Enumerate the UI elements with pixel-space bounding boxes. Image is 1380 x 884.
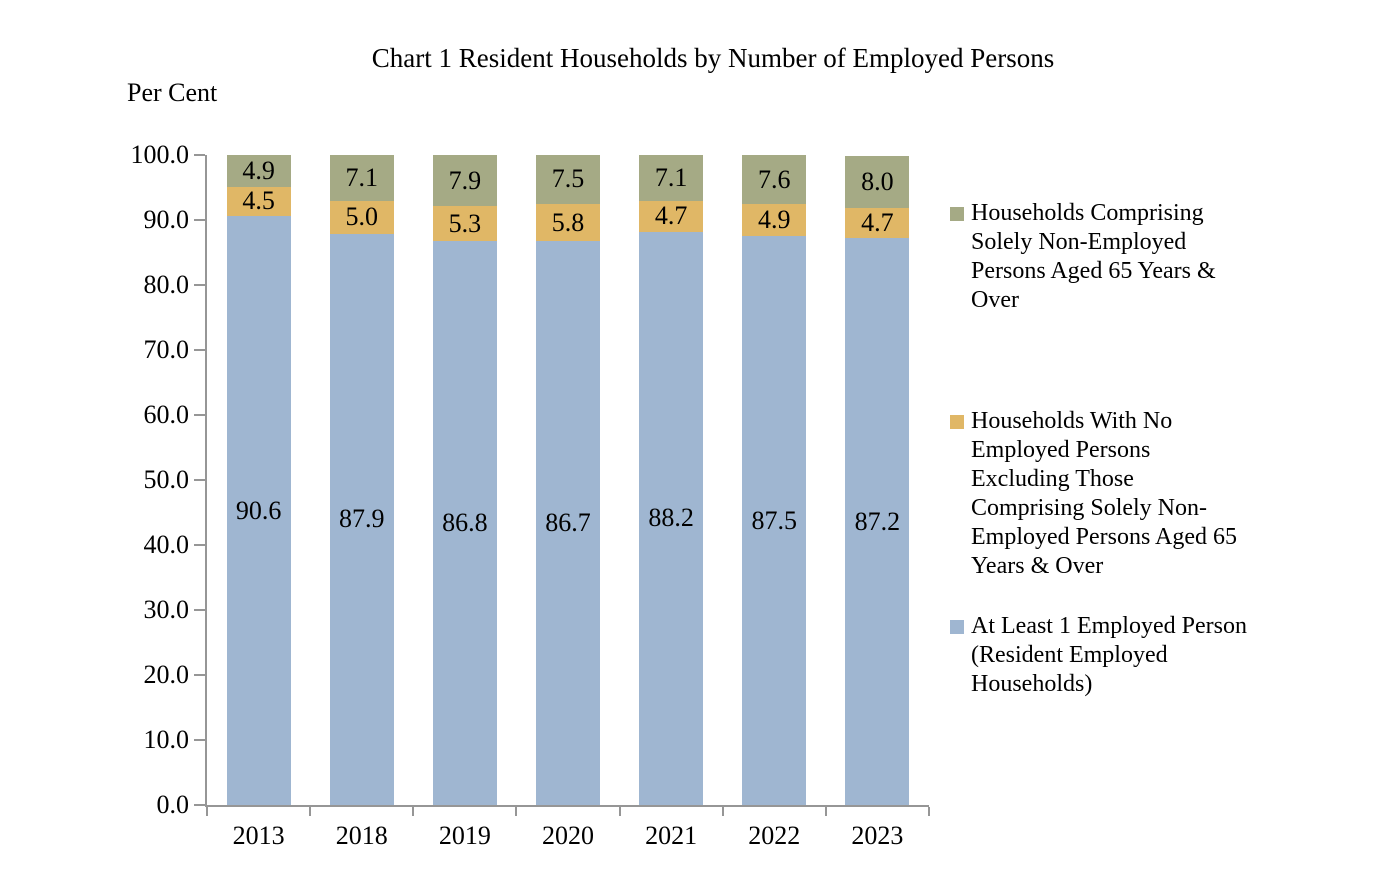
bar-segment-series-1: 4.7	[845, 207, 910, 239]
y-axis-tick-label: 80.0	[143, 270, 190, 299]
x-axis-tick	[206, 807, 208, 816]
bar-value-label: 4.7	[654, 201, 688, 231]
bar-segment-series-2: 8.0	[845, 155, 910, 208]
x-axis-category-label: 2018	[335, 821, 388, 850]
bar-value-label: 87.2	[854, 506, 901, 536]
bar-value-label: 4.9	[242, 155, 275, 185]
y-axis-tick-label: 100.0	[130, 140, 190, 169]
y-axis-tick	[194, 219, 205, 221]
legend-item: At Least 1 Employed Person (Resident Emp…	[950, 612, 1283, 699]
x-axis-category-label: 2020	[542, 821, 594, 850]
bar-segment-series-1: 5.8	[536, 203, 600, 242]
bar-value-label: 4.9	[758, 205, 791, 235]
x-axis-category-label: 2019	[438, 821, 491, 850]
legend-item-label: At Least 1 Employed Person (Resident Emp…	[971, 613, 1247, 697]
bar-2019: 86.8 5.3 7.9	[432, 155, 497, 805]
bar-segment-series-2: 7.9	[432, 155, 497, 207]
x-axis-tick	[721, 807, 724, 816]
x-axis-category-label: 2013	[232, 821, 285, 850]
y-axis-tick	[194, 674, 205, 676]
y-axis-tick	[194, 284, 205, 286]
y-axis-tick-label: 20.0	[143, 660, 190, 689]
bar-2021: 88.2 4.7 7.1	[639, 155, 704, 805]
y-axis-tick-label: 70.0	[143, 335, 190, 364]
plot-area: 100.0 90.0 80.0 70.0 60.0 50.0 40.0 30.0 20.0 10.…	[131, 140, 930, 850]
bar-value-label: 90.6	[235, 495, 282, 525]
bar-2018: 87.9 5.0 7.1	[329, 155, 394, 805]
bar-segment-series-0: 88.2	[639, 231, 704, 805]
bar-segment-series-2: 4.9	[226, 155, 291, 187]
bar-value-label: 7.6	[758, 164, 791, 194]
y-axis-tick-label: 40.0	[143, 530, 190, 559]
bar-segment-series-1: 4.7	[639, 201, 704, 232]
bar-value-label: 5.8	[551, 207, 585, 237]
bar-value-label: 5.0	[345, 202, 378, 232]
y-axis-tick	[194, 349, 205, 351]
x-axis-category-label: 2021	[645, 821, 698, 850]
bar-value-label: 86.8	[442, 507, 488, 537]
legend-item-label: Households With No Employed Persons Excl…	[971, 408, 1237, 579]
y-axis-tick	[194, 414, 205, 416]
bar-2020: 86.7 5.8 7.5	[536, 155, 600, 805]
y-axis-tick	[194, 609, 205, 611]
x-axis-tick	[412, 807, 415, 816]
bar-segment-series-1: 5.0	[329, 201, 394, 234]
y-axis-tick	[194, 544, 205, 546]
x-axis-tick	[515, 807, 518, 816]
bar-segment-series-1: 4.9	[742, 204, 807, 237]
bar-2022: 87.5 4.9 7.6	[742, 155, 807, 805]
y-axis-tick	[194, 739, 205, 741]
x-axis-tick	[928, 807, 930, 816]
bar-value-label: 5.3	[448, 208, 482, 238]
bar-value-label: 88.2	[648, 503, 694, 533]
legend-item-label: Households Comprising Solely Non-Employe…	[971, 200, 1216, 313]
bar-segment-series-0: 86.8	[432, 240, 497, 805]
bar-value-label: 7.5	[551, 164, 585, 194]
bar-segment-series-2: 7.1	[329, 155, 394, 202]
bar-value-label: 7.1	[345, 163, 378, 193]
bar-value-label: 7.9	[448, 165, 482, 195]
legend-item: Households Comprising Solely Non-Employe…	[950, 199, 1283, 315]
bar-segment-series-2: 7.6	[742, 155, 807, 205]
bar-2013: 90.6 4.5 4.9	[226, 155, 291, 805]
legend-swatch-gold	[950, 415, 964, 429]
bar-value-label: 7.1	[654, 163, 688, 193]
y-axis-tick-label: 60.0	[143, 400, 190, 429]
bar-segment-series-1: 4.5	[226, 186, 291, 217]
bar-value-label: 86.7	[545, 508, 591, 538]
bar-segment-series-0: 90.6	[226, 216, 291, 805]
x-axis-category-label: 2023	[851, 821, 904, 850]
y-axis-tick	[194, 479, 205, 481]
x-axis-tick	[309, 807, 312, 816]
bar-segment-series-0: 87.9	[329, 233, 394, 805]
chart-title: Chart 1 Resident Households by Number of…	[371, 43, 1055, 73]
legend-swatch-blue	[950, 620, 964, 634]
y-axis-unit-label: Per Cent	[127, 78, 218, 107]
y-axis-tick-label: 30.0	[143, 595, 190, 624]
bar-value-label: 8.0	[861, 166, 894, 196]
y-axis-tick-label: 50.0	[143, 465, 190, 494]
y-axis-tick-label: 0.0	[156, 790, 190, 819]
bar-value-label: 87.5	[751, 505, 798, 535]
y-axis-tick-label: 10.0	[143, 725, 190, 754]
legend-swatch-green	[950, 207, 964, 221]
y-axis-tick	[194, 154, 205, 156]
bar-segment-series-2: 7.1	[639, 155, 704, 202]
bar-value-label: 87.9	[338, 504, 385, 534]
x-axis-tick	[618, 807, 621, 816]
bar-segment-series-0: 87.5	[742, 236, 807, 805]
x-axis-category-label: 2022	[748, 821, 801, 850]
bar-segment-series-0: 86.7	[536, 241, 600, 805]
x-axis-tick	[824, 807, 827, 816]
bar-value-label: 4.7	[861, 207, 894, 237]
y-axis-tick	[194, 804, 205, 806]
bar-segment-series-2: 7.5	[536, 155, 600, 204]
bar-segment-series-1: 5.3	[432, 206, 497, 241]
bar-2023: 87.2 4.7 8.0	[845, 155, 910, 805]
bar-value-label: 4.5	[242, 186, 275, 216]
legend-item: Households With No Employed Persons Excl…	[950, 407, 1283, 581]
y-axis-tick-label: 90.0	[143, 205, 190, 234]
bar-segment-series-0: 87.2	[845, 238, 910, 805]
